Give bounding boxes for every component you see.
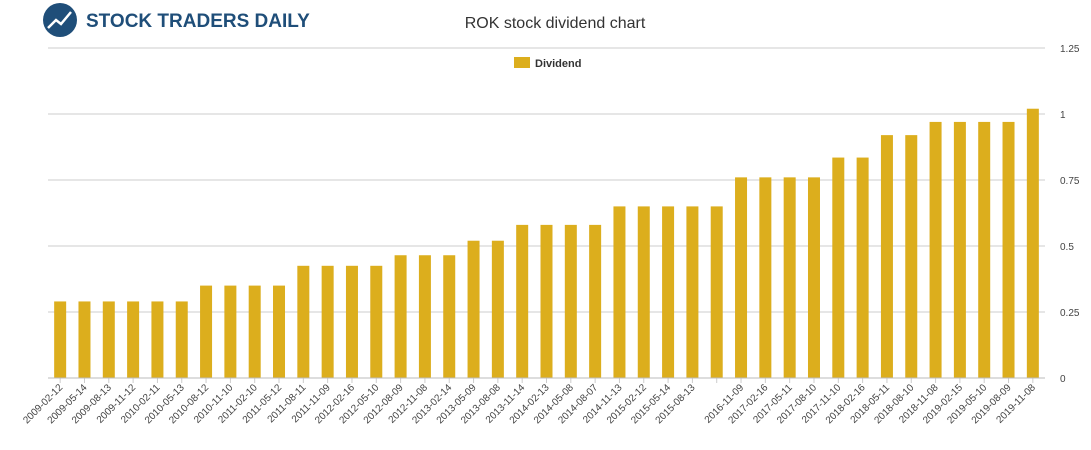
y-tick-label: 1.25 (1060, 44, 1080, 55)
bar (783, 177, 796, 378)
bar (297, 265, 310, 378)
y-tick-label: 0 (1060, 374, 1066, 385)
bar (978, 121, 991, 379)
bar (905, 135, 918, 378)
bar (127, 301, 140, 378)
logo: STOCK TRADERS DAILY (43, 3, 310, 37)
chart-title: ROK stock dividend chart (465, 15, 646, 32)
logo-arrow (47, 11, 72, 29)
logo-icon (43, 3, 77, 37)
bar (710, 206, 723, 378)
bar (564, 224, 577, 378)
bar (273, 285, 286, 378)
bar (1026, 108, 1039, 378)
bar (637, 206, 650, 378)
bar (491, 240, 504, 378)
bar (953, 121, 966, 379)
bar (686, 206, 699, 378)
bar (589, 224, 602, 378)
bar (807, 177, 820, 378)
legend-label: Dividend (535, 58, 581, 70)
bar (54, 301, 67, 378)
bar (856, 157, 869, 378)
bar (613, 206, 626, 378)
bar (759, 177, 772, 378)
bar (321, 265, 334, 378)
bar (880, 135, 893, 378)
bar (394, 255, 407, 378)
bar (151, 301, 164, 378)
y-tick-label: 1 (1060, 110, 1066, 121)
y-tick-label: 0.25 (1060, 308, 1080, 319)
bar (78, 301, 91, 378)
y-tick-label: 0.75 (1060, 176, 1080, 187)
bar (832, 157, 845, 378)
bar (467, 240, 480, 378)
bar (418, 255, 431, 378)
logo-text: STOCK TRADERS DAILY (86, 11, 310, 32)
bar (345, 265, 358, 378)
bar (929, 121, 942, 379)
bar (370, 265, 383, 378)
bar (224, 285, 237, 378)
y-tick-label: 0.5 (1060, 242, 1074, 253)
bar (662, 206, 675, 378)
bar (175, 301, 188, 378)
legend-swatch (514, 57, 530, 68)
bar (735, 177, 748, 378)
bar (200, 285, 213, 378)
bar (102, 301, 115, 378)
bar (540, 224, 553, 378)
bar (1002, 121, 1015, 379)
bar (248, 285, 261, 378)
bar (443, 255, 456, 378)
bar (516, 224, 529, 378)
